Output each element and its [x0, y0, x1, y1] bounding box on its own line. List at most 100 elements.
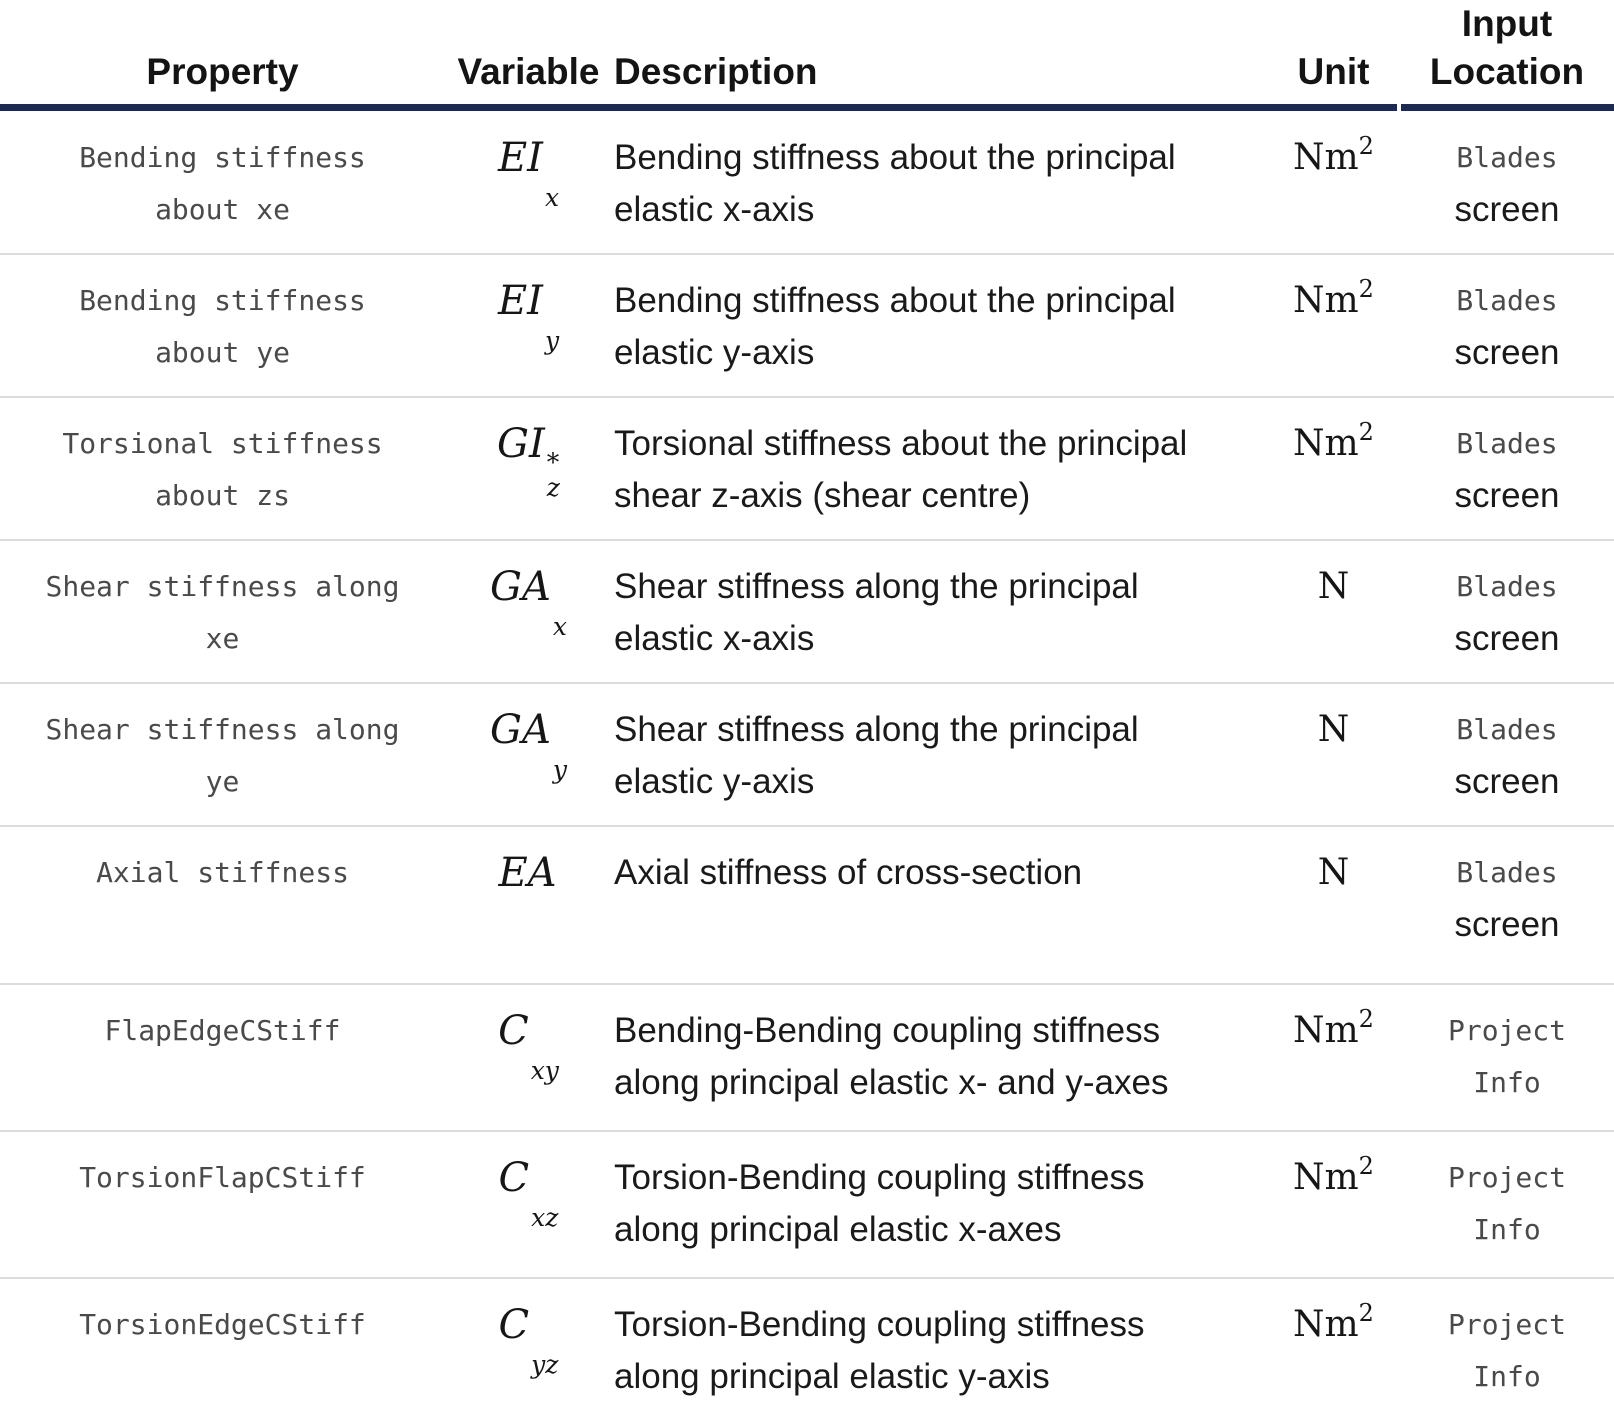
input-location-code: Blades [1456, 427, 1558, 460]
table-row: Shear stiffness along xe GA x Shear stiff… [0, 541, 1614, 684]
unit-cell: Nm2 [1267, 1279, 1400, 1419]
col-header-input-location: Input Location [1429, 3, 1585, 92]
variable-scripts: * z [547, 450, 560, 500]
variable-subscript: xz [531, 1202, 559, 1232]
table-header-row: Property Variable Description Unit Input… [0, 0, 1614, 112]
input-location-code: Blades [1456, 856, 1558, 889]
description-text: Shear stiffness along the principal elas… [612, 541, 1267, 684]
unit-text: Nm [1293, 1157, 1359, 1198]
input-location-code: Blades [1456, 141, 1558, 174]
input-location-text: screen [1454, 333, 1560, 372]
variable-scripts: yz [531, 1352, 558, 1377]
unit-superscript: 2 [1358, 1005, 1374, 1033]
col-header-description: Description [614, 51, 818, 92]
unit-cell: Nm2 [1267, 112, 1400, 255]
unit-text: N [1317, 709, 1350, 750]
property-name: Bending stiffness about xe [0, 112, 445, 255]
variable-cell: GI * z [445, 398, 612, 541]
unit-text: N [1317, 566, 1350, 607]
description-text: Torsion-Bending coupling stiffness along… [612, 1132, 1267, 1279]
variable-base: C [498, 1155, 530, 1201]
variable-base: C [498, 1302, 530, 1348]
variable-scripts: xy [531, 1058, 559, 1083]
unit-superscript: 2 [1358, 1152, 1374, 1180]
variable-subscript: x [544, 182, 560, 212]
variable-base: GA [490, 564, 551, 610]
header-rule-left-segment [0, 104, 1397, 111]
input-location-cell: Project Info [1400, 985, 1614, 1132]
input-location-text: screen [1454, 476, 1560, 515]
unit-cell: Nm2 [1267, 255, 1400, 398]
variable-base: EA [498, 850, 557, 896]
input-location-cell: Blades screen [1400, 112, 1614, 255]
property-name: Bending stiffness about ye [0, 255, 445, 398]
variable-base: EI [497, 135, 543, 181]
input-location-cell: Blades screen [1400, 398, 1614, 541]
description-text: Torsional stiffness about the principal … [612, 398, 1267, 541]
variable-base: GI [497, 421, 545, 467]
variable-cell: EI y [445, 255, 612, 398]
variable-symbol: GA x [490, 564, 567, 639]
property-name: Torsional stiffness about zs [0, 398, 445, 541]
input-location-code: Project Info [1447, 1308, 1566, 1393]
description-text: Bending stiffness about the principal el… [612, 112, 1267, 255]
variable-scripts: xz [531, 1205, 558, 1230]
input-location-text: screen [1454, 905, 1560, 944]
variable-subscript: x [552, 611, 567, 641]
input-location-text: screen [1454, 190, 1560, 229]
variable-subscript: xy [530, 1055, 559, 1085]
variable-scripts: x [545, 185, 559, 210]
input-location-code: Blades [1456, 570, 1558, 603]
table-row: Bending stiffness about ye EI y Bending s… [0, 255, 1614, 398]
col-header-variable: Variable [457, 51, 600, 92]
variable-base: C [498, 1008, 529, 1054]
property-name: TorsionEdgeCStiff [79, 1308, 366, 1341]
input-location-code: Blades [1456, 713, 1558, 746]
variable-scripts: x [553, 614, 567, 639]
unit-cell: N [1267, 827, 1400, 985]
input-location-code: Project Info [1447, 1161, 1566, 1246]
table-row: Bending stiffness about xe EI x Bending s… [0, 112, 1614, 255]
unit-superscript: 2 [1358, 1299, 1374, 1327]
variable-symbol: EI x [497, 135, 559, 210]
table-row: Shear stiffness along ye GA y Shear stiff… [0, 684, 1614, 827]
variable-symbol: EI y [498, 278, 559, 353]
description-text: Bending-Bending coupling stiffness along… [612, 985, 1267, 1132]
variable-superscript: * [546, 447, 560, 477]
input-location-text: screen [1454, 619, 1560, 658]
variable-cell: EI x [445, 112, 612, 255]
unit-text: Nm [1293, 423, 1359, 464]
variable-symbol: GA y [490, 707, 567, 782]
col-header-unit: Unit [1297, 51, 1370, 92]
unit-superscript: 2 [1358, 275, 1374, 303]
unit-text: Nm [1293, 1010, 1359, 1051]
unit-cell: Nm2 [1267, 1132, 1400, 1279]
col-header-property: Property [146, 51, 299, 92]
input-location-code: Blades [1456, 284, 1558, 317]
input-location-text: screen [1454, 762, 1560, 801]
input-location-cell: Project Info [1400, 1279, 1614, 1419]
unit-superscript: 2 [1358, 418, 1374, 446]
variable-scripts: y [553, 757, 567, 782]
unit-cell: N [1267, 684, 1400, 827]
variable-cell: GA y [445, 684, 612, 827]
header-rule-right-segment [1401, 104, 1614, 111]
unit-text: N [1317, 852, 1350, 893]
input-location-cell: Blades screen [1400, 255, 1614, 398]
table-row: Torsional stiffness about zs GI * z Torsio… [0, 398, 1614, 541]
unit-cell: Nm2 [1267, 985, 1400, 1132]
unit-text: Nm [1293, 137, 1359, 178]
property-name: Shear stiffness along ye [0, 684, 445, 827]
unit-text: Nm [1293, 280, 1359, 321]
input-location-cell: Blades screen [1400, 684, 1614, 827]
variable-base: GA [490, 707, 551, 753]
unit-cell: N [1267, 541, 1400, 684]
